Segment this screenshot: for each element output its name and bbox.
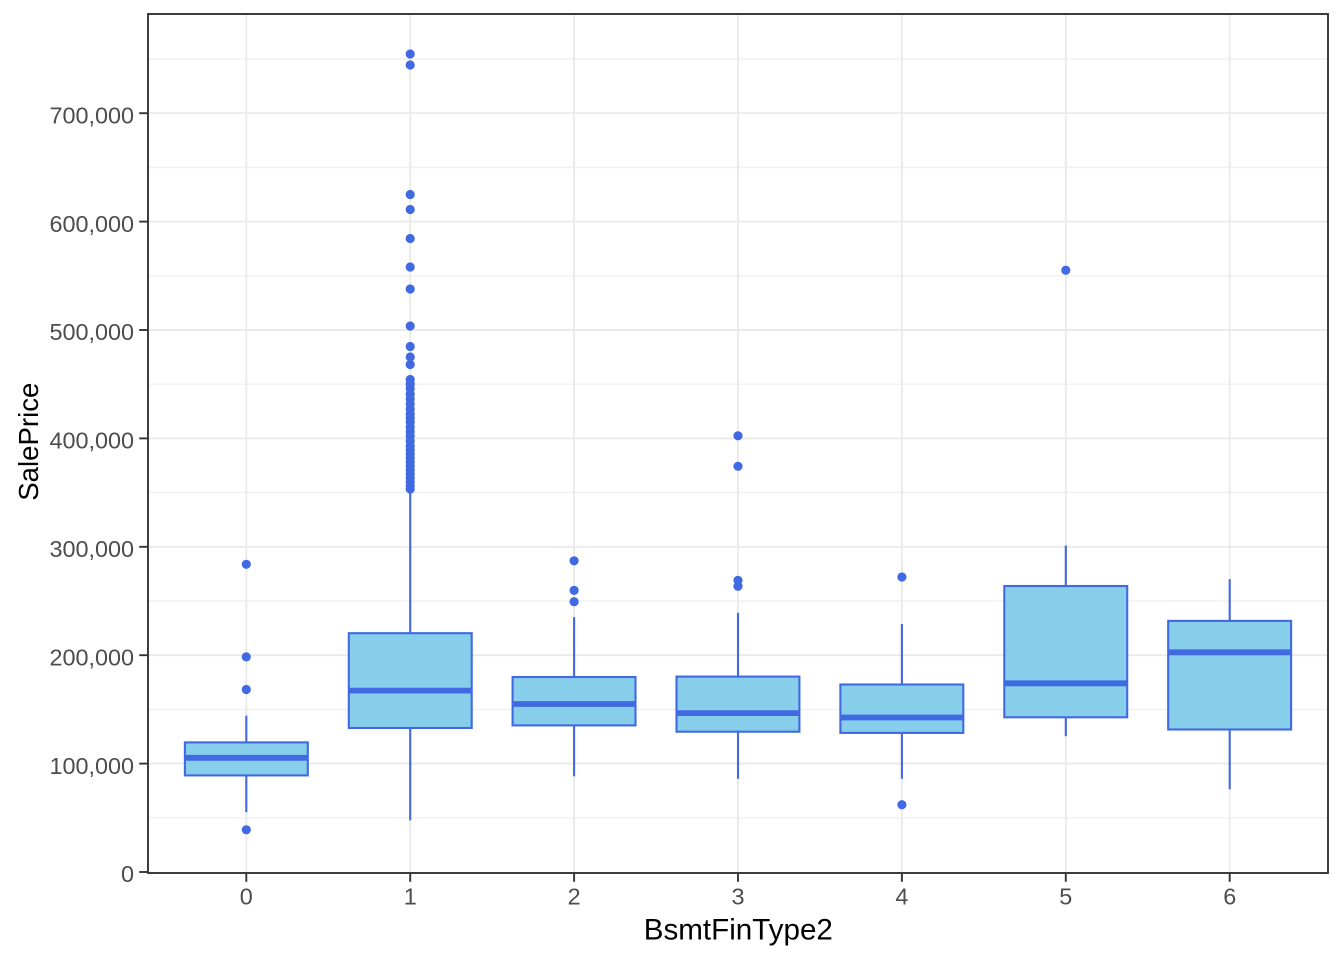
svg-text:SalePrice: SalePrice — [13, 383, 44, 501]
svg-text:400,000: 400,000 — [49, 428, 134, 454]
svg-text:700,000: 700,000 — [49, 102, 134, 128]
svg-text:2: 2 — [568, 884, 581, 910]
svg-text:3: 3 — [731, 884, 744, 910]
svg-text:100,000: 100,000 — [49, 753, 134, 779]
svg-text:5: 5 — [1059, 884, 1072, 910]
svg-text:200,000: 200,000 — [49, 644, 134, 670]
svg-text:BsmtFinType2: BsmtFinType2 — [644, 914, 833, 947]
svg-text:1: 1 — [404, 884, 417, 910]
svg-text:6: 6 — [1223, 884, 1236, 910]
svg-text:0: 0 — [240, 884, 253, 910]
svg-text:0: 0 — [121, 861, 134, 887]
svg-text:500,000: 500,000 — [49, 319, 134, 345]
svg-text:600,000: 600,000 — [49, 211, 134, 237]
svg-text:4: 4 — [895, 884, 908, 910]
svg-text:300,000: 300,000 — [49, 536, 134, 562]
